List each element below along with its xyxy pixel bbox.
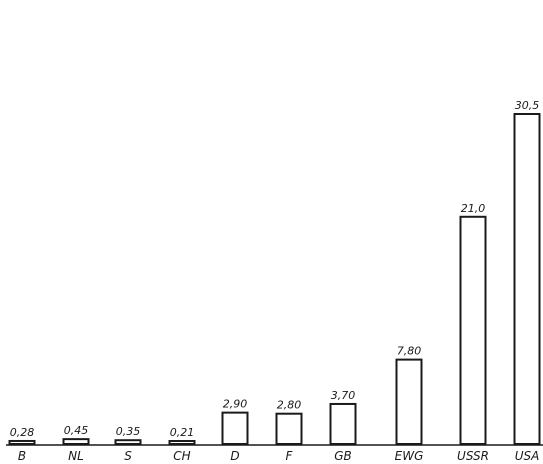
value-label-usa: 30,5 xyxy=(515,99,540,112)
category-labels-group: B NL S CH D F GB EWG USSR USA xyxy=(18,449,539,463)
category-label-usa: USA xyxy=(515,449,540,463)
category-label-ch: CH xyxy=(173,449,190,463)
bars-group xyxy=(8,113,541,446)
bar-nl xyxy=(62,438,90,445)
value-label-nl: 0,45 xyxy=(64,424,89,437)
bar-gb xyxy=(329,402,357,446)
value-label-d: 2,90 xyxy=(223,398,248,411)
category-label-d: D xyxy=(230,449,239,463)
category-label-ewg: EWG xyxy=(395,449,424,463)
bar-d xyxy=(221,411,249,446)
bar-ewg xyxy=(395,358,423,446)
value-labels-group: 0,28 0,45 0,35 0,21 2,90 2,80 3,70 7,80 21,0 30,5 xyxy=(10,99,540,439)
category-label-s: S xyxy=(124,449,132,463)
value-label-gb: 3,70 xyxy=(331,389,356,402)
category-label-gb: GB xyxy=(334,449,352,463)
value-label-ewg: 7,80 xyxy=(397,345,422,358)
category-label-f: F xyxy=(286,449,294,463)
category-label-b: B xyxy=(18,449,26,463)
bar-s xyxy=(114,439,142,445)
value-label-b: 0,28 xyxy=(10,426,35,439)
value-label-f: 2,80 xyxy=(277,399,302,412)
category-label-nl: NL xyxy=(68,449,84,463)
bar-b xyxy=(8,439,36,445)
value-label-s: 0,35 xyxy=(116,425,141,438)
value-label-ch: 0,21 xyxy=(170,426,195,439)
bar-ussr xyxy=(459,215,487,445)
bar-usa xyxy=(513,113,541,445)
bar-ch xyxy=(168,440,196,445)
bar-f xyxy=(275,412,303,446)
value-label-ussr: 21,0 xyxy=(461,202,486,215)
category-label-ussr: USSR xyxy=(457,449,489,463)
